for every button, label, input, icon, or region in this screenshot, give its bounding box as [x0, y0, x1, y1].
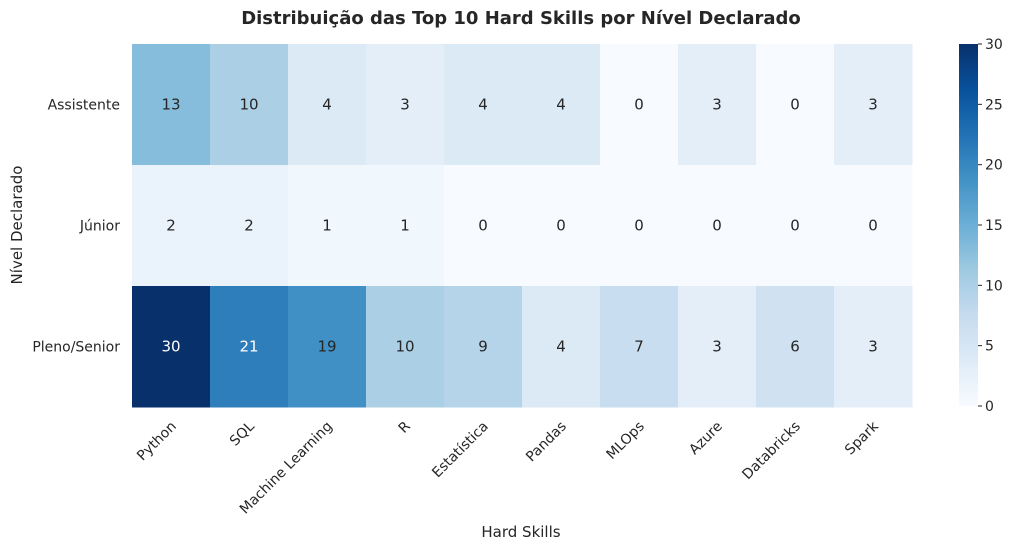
heatmap-cell: [600, 286, 679, 408]
y-tick-label: Pleno/Senior: [32, 340, 120, 356]
heatmap-cell: [288, 286, 367, 408]
heatmap-cell: [600, 44, 679, 166]
heatmap-cell: [834, 44, 913, 166]
cell-value-label: 3: [400, 96, 410, 114]
cell-value-label: 3: [868, 96, 878, 114]
colorbar-ticks: 0 5 10 15 20 25 30: [978, 37, 1003, 415]
heatmap-cell: [210, 286, 289, 408]
heatmap-cell: [288, 44, 367, 166]
x-tick-label: R: [396, 418, 414, 436]
x-tick-label: Databricks: [739, 419, 803, 483]
x-tick-label: Estatística: [429, 419, 492, 482]
heatmap-cell: [522, 44, 601, 166]
cell-value-label: 1: [400, 217, 410, 235]
cell-value-label: 4: [556, 96, 566, 114]
x-axis-label: Hard Skills: [481, 523, 560, 541]
heatmap-cell: [444, 165, 523, 287]
heatmap-cell: [834, 286, 913, 408]
heatmap-cell: [132, 44, 211, 166]
cell-value-label: 0: [478, 217, 488, 235]
cell-value-label: 0: [634, 217, 644, 235]
heatmap-cell: [522, 286, 601, 408]
cell-value-label: 4: [478, 96, 488, 114]
y-tick-label: Assistente: [48, 98, 120, 114]
heatmap-cell: [834, 165, 913, 287]
cell-value-label: 21: [239, 338, 258, 356]
heatmap-cell: [132, 286, 211, 408]
cell-value-label: 10: [239, 96, 258, 114]
cell-value-label: 4: [556, 338, 566, 356]
cell-value-label: 2: [166, 217, 176, 235]
colorbar-tick-label: 5: [985, 339, 994, 355]
colorbar-tick-label: 10: [985, 278, 1003, 294]
heatmap-cell: [366, 165, 445, 287]
heatmap-cell: [756, 44, 835, 166]
x-tick-label: Python: [134, 419, 180, 465]
heatmap-cell: [132, 165, 211, 287]
heatmap-cell: [522, 165, 601, 287]
x-tick-label: MLOps: [604, 419, 648, 463]
chart-title: Distribuição das Top 10 Hard Skills por …: [241, 8, 801, 29]
y-tick-labels: Assistente Júnior Pleno/Senior: [32, 98, 120, 356]
cell-value-label: 30: [161, 338, 180, 356]
cell-value-label: 3: [868, 338, 878, 356]
y-tick-label: Júnior: [79, 219, 120, 235]
cell-value-label: 0: [790, 96, 800, 114]
cell-value-label: 4: [322, 96, 332, 114]
heatmap-cell: [444, 286, 523, 408]
heatmap-cell: [756, 286, 835, 408]
heatmap-cell: [600, 165, 679, 287]
heatmap-cell: [756, 165, 835, 287]
cell-value-label: 9: [478, 338, 488, 356]
heatmap-cell: [678, 165, 757, 287]
colorbar-tick-label: 25: [985, 97, 1003, 113]
heatmap-cell: [444, 44, 523, 166]
cell-value-label: 7: [634, 338, 644, 356]
heatmap-cell: [210, 165, 289, 287]
heatmap-cell: [366, 44, 445, 166]
heatmap-cell: [678, 286, 757, 408]
cell-value-label: 0: [712, 217, 722, 235]
heatmap-cell: [366, 286, 445, 408]
colorbar-tick-label: 0: [985, 399, 994, 415]
colorbar-tick-label: 20: [985, 158, 1003, 174]
colorbar: [959, 44, 978, 406]
cell-value-label: 0: [556, 217, 566, 235]
cell-value-label: 0: [634, 96, 644, 114]
x-tick-label: SQL: [227, 418, 258, 449]
cell-value-label: 0: [868, 217, 878, 235]
cell-value-label: 2: [244, 217, 254, 235]
heatmap-cell: [210, 44, 289, 166]
cell-value-label: 13: [161, 96, 180, 114]
heatmap-cell: [288, 165, 367, 287]
y-axis-label: Nível Declarado: [8, 166, 26, 285]
colorbar-tick-label: 15: [985, 218, 1003, 234]
cell-value-label: 3: [712, 338, 722, 356]
colorbar-tick-label: 30: [985, 37, 1003, 53]
x-tick-label: Pandas: [523, 419, 570, 466]
cell-value-label: 3: [712, 96, 722, 114]
cell-value-label: 1: [322, 217, 332, 235]
cell-value-label: 0: [790, 217, 800, 235]
cell-value-label: 19: [317, 338, 336, 356]
x-tick-label: Azure: [686, 419, 726, 459]
x-tick-label: Spark: [842, 418, 882, 458]
heatmap-cell: [678, 44, 757, 166]
cell-value-label: 6: [790, 338, 800, 356]
heatmap-cells: 13 10 4 3 4 4 0 3 0 32 2 1 1 0 0 0 0 0 030 21 19 10 9 4 7 3 6 3: [132, 44, 913, 408]
cell-value-label: 10: [395, 338, 414, 356]
